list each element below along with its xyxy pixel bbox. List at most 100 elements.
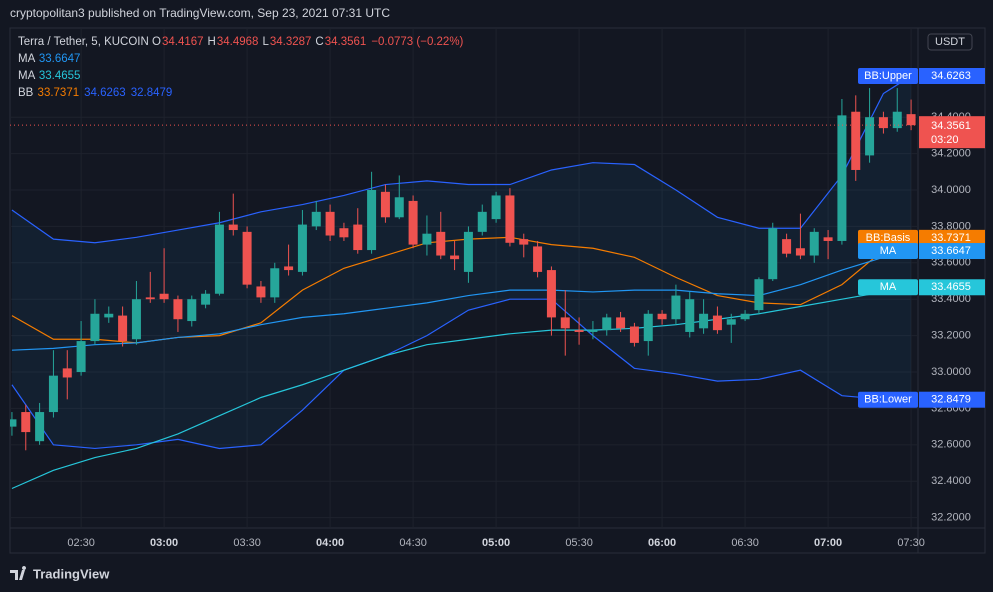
value-box	[919, 229, 985, 246]
candle-body	[297, 224, 307, 272]
value-box	[919, 391, 985, 408]
candle-body	[131, 299, 141, 340]
candle-body	[214, 224, 224, 294]
x-tick-label: 05:00	[482, 537, 510, 549]
candle-body	[588, 330, 598, 332]
candle-body	[90, 313, 100, 342]
candle-body	[546, 270, 556, 318]
indicator-value: 32.8479	[130, 87, 173, 99]
x-tick-label: 03:00	[150, 537, 178, 549]
candle-body	[339, 228, 349, 238]
candle-body	[616, 317, 626, 329]
indicator-line	[11, 298, 912, 450]
logo	[10, 566, 27, 580]
ohlc-label: O	[152, 36, 161, 48]
candle-body	[394, 197, 404, 218]
candle-body	[643, 313, 653, 342]
tag-label: MA	[880, 281, 897, 293]
ohlc-value: 34.4167	[161, 36, 204, 48]
candle-body	[118, 315, 128, 342]
candle-body	[21, 412, 31, 433]
x-tick-label: 04:30	[399, 537, 427, 549]
candle-body	[740, 313, 750, 320]
tag-box	[858, 229, 918, 246]
y-tick-label: 33.8000	[931, 220, 971, 232]
x-tick-label: 05:30	[565, 537, 593, 549]
value-label: 33.4655	[931, 281, 971, 293]
candle-body	[242, 231, 252, 285]
candle-body	[450, 255, 460, 260]
candle-body	[256, 286, 266, 298]
candle-body	[35, 412, 45, 442]
tag-box	[858, 391, 918, 408]
candle-body	[463, 231, 473, 272]
candle-body	[519, 239, 529, 245]
x-tick-label: 07:30	[897, 537, 925, 549]
tag-box	[858, 67, 918, 84]
legend-row: Terra / Tether, 5, KUCOIN O34.4167 H34.49…	[18, 34, 467, 51]
y-tick-label: 32.2000	[931, 512, 971, 524]
candle-body	[353, 224, 363, 251]
candle-body	[782, 239, 792, 254]
candle-body	[422, 233, 432, 245]
x-tick-label: 03:30	[233, 537, 261, 549]
tag-label: BB:Lower	[864, 394, 912, 406]
candle-body	[685, 299, 695, 332]
tag-label: MA	[880, 245, 897, 257]
candle-body	[602, 317, 612, 331]
candle-body	[311, 211, 321, 227]
candle-body	[851, 111, 861, 170]
candle-body	[671, 295, 681, 320]
candle-body	[284, 266, 294, 271]
value-label: 33.7371	[931, 232, 971, 244]
candle-body	[436, 231, 446, 256]
x-tick-label: 07:00	[814, 537, 842, 549]
candle-body	[159, 293, 169, 300]
candle-body	[104, 313, 114, 318]
axes: 02:30 03:00 03:30 04:00 04:30 05:00 05:30 06:00…	[67, 33, 985, 549]
candle-body	[145, 297, 155, 300]
x-tick-label: 06:30	[731, 537, 759, 549]
y-tick-label: 32.4000	[931, 475, 971, 487]
candle-body	[837, 115, 847, 241]
chart-frame	[9, 27, 986, 554]
candle-body	[76, 341, 86, 373]
currency-box	[927, 33, 973, 51]
legend-row: MA 33.6647	[18, 51, 467, 68]
y-tick-label: 34.2000	[931, 147, 971, 159]
value-box	[919, 243, 985, 260]
logo-mark	[10, 566, 27, 580]
ohlc-label: C	[315, 36, 324, 48]
y-tick-label: 34.0000	[931, 184, 971, 196]
indicator-label: MA	[18, 70, 35, 82]
indicator-value: 33.4655	[38, 70, 81, 82]
grid	[10, 28, 918, 528]
value-label: 34.6263	[931, 70, 971, 82]
indicator-line	[11, 286, 912, 490]
indicator-value: 34.6263	[84, 87, 126, 99]
y-tick-label: 32.6000	[931, 439, 971, 451]
ohlc-value: 34.3287	[269, 36, 312, 48]
value-label: 32.8479	[931, 394, 971, 406]
currency: USDT	[935, 36, 965, 48]
candle-body	[505, 195, 515, 243]
candle-body	[823, 237, 833, 241]
tag-label: BB:Basis	[866, 232, 911, 244]
candle-body	[768, 228, 778, 280]
legend: Terra / Tether, 5, KUCOIN O34.4167 H34.49…	[18, 34, 467, 102]
candles	[10, 88, 918, 451]
candle-body	[533, 246, 543, 272]
candle-body	[270, 268, 280, 298]
symbol: Terra / Tether, 5, KUCOIN	[18, 36, 149, 48]
indicator-label: BB	[18, 87, 34, 99]
candle-body	[380, 191, 390, 218]
footer-brand: TradingView	[33, 566, 110, 581]
legend-row: BB 33.7371 34.6263 32.8479	[18, 85, 467, 102]
candle-body	[865, 117, 875, 156]
candle-body	[712, 315, 722, 331]
candle-body	[754, 279, 764, 311]
candle-body	[228, 224, 238, 231]
indicator-value: 33.7371	[37, 87, 80, 99]
